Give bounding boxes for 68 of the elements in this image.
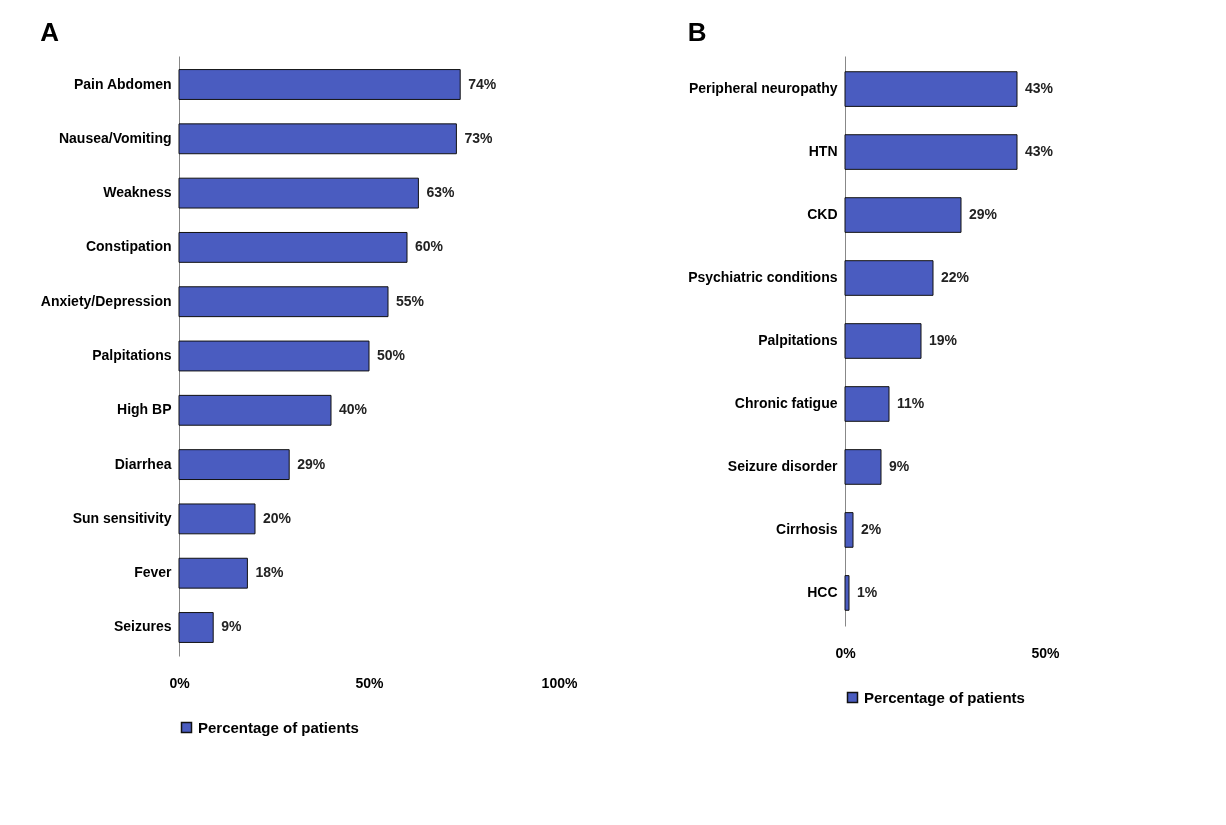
data-label: 9% — [221, 618, 242, 635]
bar — [844, 134, 1018, 170]
chart-title: B — [687, 17, 707, 47]
data-label: 1% — [857, 583, 878, 600]
data-label: 60% — [415, 238, 444, 255]
bar — [178, 286, 389, 318]
data-label: 40% — [339, 401, 368, 418]
data-label: 19% — [929, 332, 958, 348]
bar — [844, 575, 850, 611]
y-tick-label: Seizures — [113, 618, 172, 635]
y-tick-label: High BP — [117, 401, 172, 418]
bar — [178, 69, 461, 100]
bar — [844, 386, 890, 422]
y-tick-label: Cirrhosis — [776, 520, 838, 537]
y-tick-label: Fever — [134, 564, 173, 581]
y-tick-label: Weakness — [103, 184, 172, 201]
y-tick-label: Nausea/Vomiting — [58, 129, 172, 146]
bar — [178, 231, 408, 263]
bar — [178, 612, 214, 643]
bar — [178, 394, 332, 426]
bar — [844, 260, 934, 296]
y-tick-label: HCC — [807, 583, 838, 600]
data-label: 29% — [297, 455, 326, 472]
chart-title: A — [40, 17, 60, 47]
bar — [178, 177, 419, 209]
data-label: 63% — [426, 184, 455, 201]
bar — [178, 340, 370, 372]
y-tick-label: Constipation — [85, 238, 172, 255]
data-label: 2% — [861, 520, 882, 537]
data-label: 55% — [396, 292, 425, 309]
y-tick-label: Seizure disorder — [727, 457, 839, 474]
y-tick-label: Palpitations — [92, 347, 172, 363]
legend-label: Percentage of patients — [198, 718, 359, 736]
data-label: 43% — [1025, 80, 1054, 97]
data-label: 73% — [464, 129, 493, 146]
data-label: 11% — [897, 394, 925, 411]
x-tick-label: 50% — [355, 674, 385, 691]
bar — [844, 512, 854, 548]
data-label: 29% — [969, 206, 998, 223]
y-tick-label: Anxiety/Depression — [40, 292, 172, 309]
y-tick-label: Palpitations — [758, 332, 838, 348]
x-tick-label: 0% — [169, 674, 191, 691]
bar — [178, 449, 290, 481]
bar — [844, 449, 882, 485]
data-label: 9% — [889, 457, 910, 474]
y-tick-label: Sun sensitivity — [72, 509, 172, 526]
y-tick-label: Psychiatric conditions — [688, 269, 838, 286]
data-label: 43% — [1025, 143, 1054, 160]
y-tick-label: CKD — [807, 206, 838, 223]
data-label: 18% — [255, 564, 284, 581]
y-tick-label: Diarrhea — [114, 455, 172, 472]
data-label: 20% — [263, 509, 292, 526]
bar — [844, 197, 962, 233]
data-label: 50% — [377, 347, 406, 363]
y-tick-label: Pain Abdomen — [74, 75, 172, 92]
y-tick-label: Peripheral neuropathy — [688, 80, 838, 97]
data-label: 74% — [468, 75, 497, 92]
bar — [178, 557, 248, 589]
bar — [844, 323, 922, 359]
bar — [844, 71, 1018, 107]
y-tick-label: Chronic fatigue — [734, 394, 838, 411]
legend-label: Percentage of patients — [864, 688, 1025, 706]
bar — [178, 503, 256, 535]
x-tick-label: 0% — [835, 644, 857, 661]
y-tick-label: HTN — [808, 143, 838, 160]
data-label: 22% — [941, 269, 970, 286]
x-tick-label: 100% — [541, 674, 578, 691]
bar — [178, 123, 457, 155]
